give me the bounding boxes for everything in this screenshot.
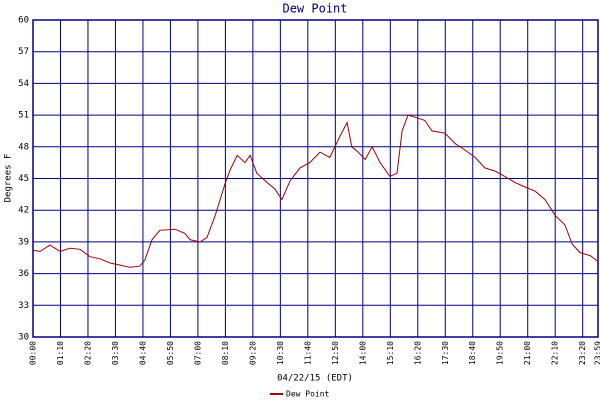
x-tick-label: 07:00 [193, 341, 202, 365]
x-tick-label: 11:40 [303, 341, 312, 365]
x-tick-label: 18:40 [468, 341, 477, 365]
y-tick-label: 51 [18, 111, 29, 121]
y-tick-label: 57 [18, 47, 29, 57]
x-tick-label: 22:10 [551, 341, 560, 365]
x-tick-label: 19:50 [496, 341, 505, 365]
y-tick-label: 48 [18, 142, 29, 152]
x-tick-label: 03:30 [111, 341, 120, 365]
x-tick-label: 23:20 [578, 341, 587, 365]
x-tick-label: 09:20 [248, 341, 257, 365]
x-tick-label: 23:59 [594, 341, 600, 365]
x-tick-label: 01:10 [56, 341, 65, 365]
x-axis-label: 04/22/15 (EDT) [277, 374, 353, 384]
y-tick-label: 54 [18, 79, 29, 89]
x-tick-label: 21:00 [523, 341, 532, 365]
x-tick-label: 02:20 [83, 341, 92, 365]
x-tick-label: 15:10 [386, 341, 395, 365]
legend-label: Dew Point [286, 390, 330, 399]
data-line [32, 114, 598, 268]
y-tick-label: 30 [18, 333, 29, 343]
x-tick-label: 14:00 [358, 341, 367, 365]
y-tick-label: 36 [18, 269, 29, 279]
x-tick-label: 00:00 [29, 341, 38, 365]
x-tick-label: 10:30 [276, 341, 285, 365]
chart-title: Dew Point [282, 2, 347, 16]
plot-border [32, 19, 599, 338]
x-tick-label: 17:30 [441, 341, 450, 365]
x-tick-label: 12:50 [331, 341, 340, 365]
y-tick-label: 33 [18, 301, 29, 311]
x-tick-label: 16:20 [413, 341, 422, 365]
y-tick-label: 42 [18, 206, 29, 216]
y-tick-label: 60 [18, 16, 29, 26]
x-tick-label: 04:40 [138, 341, 147, 365]
y-tick-label: 45 [18, 174, 29, 184]
x-tick-label: 08:10 [221, 341, 230, 365]
x-tick-label: 05:50 [166, 341, 175, 365]
y-tick-label: 39 [18, 237, 29, 247]
y-axis-label: Degrees F [4, 154, 14, 203]
